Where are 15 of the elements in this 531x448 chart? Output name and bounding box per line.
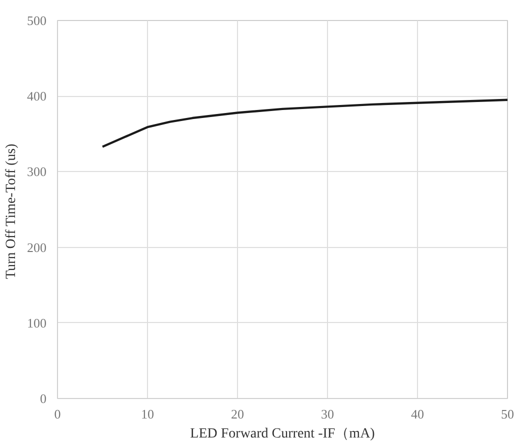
y-tick-label: 100 <box>27 315 46 330</box>
x-axis-title: LED Forward Current -IF（mA) <box>190 426 376 442</box>
x-tick-label: 40 <box>411 406 424 422</box>
x-tick-label: 20 <box>231 406 244 422</box>
y-axis-title: Turn Off Time-Toff (us) <box>4 143 19 280</box>
line-series <box>101 98 508 148</box>
x-tick-label: 50 <box>501 406 514 422</box>
y-tick-label: 300 <box>27 164 46 180</box>
x-tick-label: 0 <box>54 406 61 422</box>
y-tick-label: 0 <box>40 391 46 406</box>
y-tick-label: 400 <box>27 88 46 104</box>
x-tick-label: 30 <box>321 406 334 422</box>
y-tick-label: 500 <box>27 13 46 28</box>
y-tick-label: 200 <box>27 240 46 255</box>
x-tick-label: 10 <box>141 406 154 422</box>
